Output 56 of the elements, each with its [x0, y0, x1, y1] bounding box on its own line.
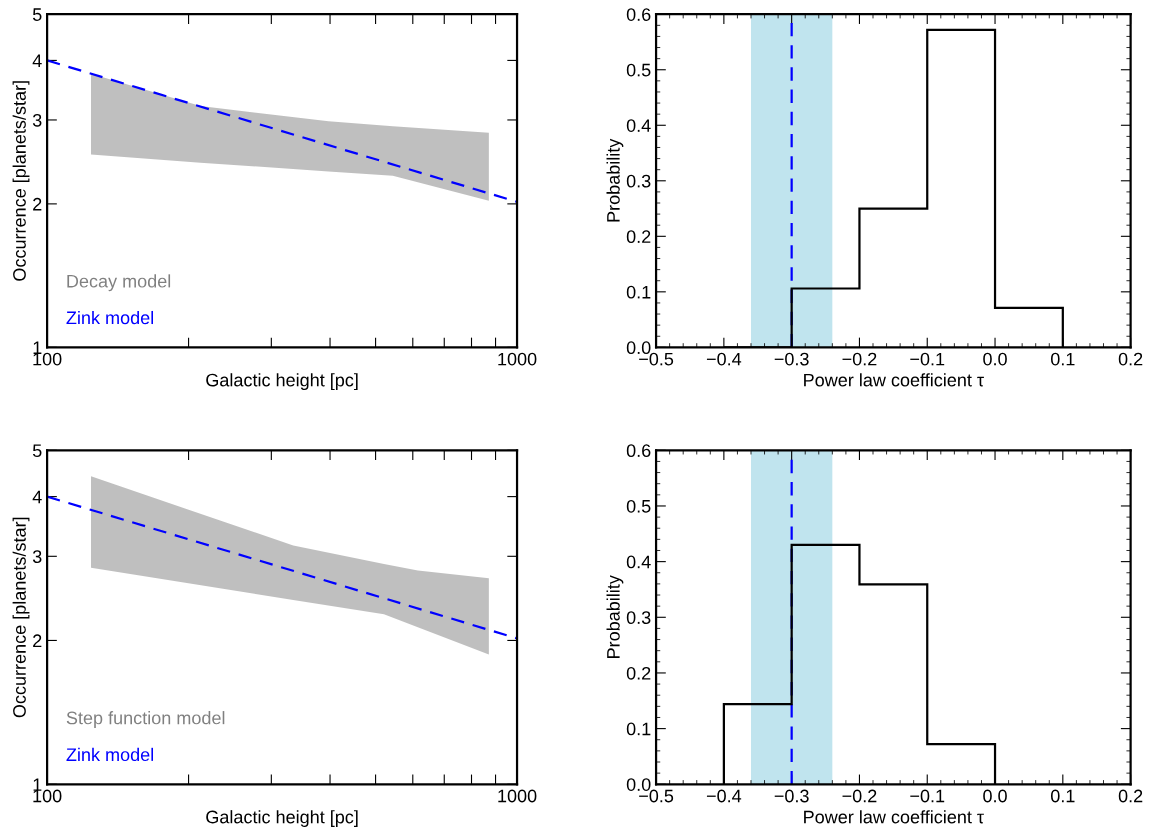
x-tick-label: −0.4 [706, 789, 742, 803]
y-tick-label: 3 [32, 113, 42, 127]
y-tick-label: 1 [33, 341, 42, 354]
text: Zink model [66, 310, 153, 325]
x-tick-label: −0.5 [639, 789, 674, 803]
y-tick-label: 4 [32, 54, 42, 67]
x-tick-label: 0.2 [1118, 352, 1143, 366]
x-tick-label: 0.1 [1050, 789, 1075, 803]
y-tick-label: 0.6 [626, 8, 651, 21]
x-tick-label: −0.5 [639, 352, 674, 366]
y-tick-label: 3 [32, 550, 42, 564]
y-axis-title: Probability [606, 138, 624, 222]
y-tick-label: 4 [32, 490, 42, 504]
y-tick-label: 0.3 [626, 611, 651, 625]
y-tick-label: 0.5 [626, 63, 651, 77]
y-tick-label: 5 [32, 444, 42, 458]
x-tick-label: 100 [33, 352, 62, 366]
x-tick-label: 1000 [498, 352, 537, 366]
y-axis-title: Probability [606, 575, 624, 658]
x-tick-label: −0.3 [774, 789, 809, 803]
y-tick-label: 0.6 [626, 444, 651, 458]
x-axis-title: Galactic height [pc] [206, 373, 358, 391]
y-tick-label: 5 [32, 8, 42, 21]
text: Zink model [66, 747, 153, 762]
x-tick-label: 0.0 [983, 789, 1007, 803]
x-tick-label: 0.1 [1050, 352, 1075, 366]
x-tick-label: 0.0 [983, 352, 1007, 366]
y-tick-label: 0.4 [626, 119, 651, 132]
x-tick-label: 1000 [498, 789, 537, 803]
y-tick-label: 2 [33, 197, 42, 211]
x-tick-label: 0.2 [1118, 789, 1143, 803]
y-tick-label: 0.4 [626, 555, 651, 569]
x-tick-label: −0.3 [774, 352, 809, 366]
y-tick-label: 0.0 [626, 341, 651, 355]
y-tick-label: 0.1 [626, 285, 651, 299]
y-axis-title: Occurrence [planets/star] [12, 517, 30, 718]
y-tick-label: 0.0 [626, 778, 651, 791]
y-axis-title: Occurrence [planets/star] [12, 81, 30, 281]
x-tick-label: 100 [33, 789, 62, 803]
x-axis-title: Power law coefficient τ [804, 810, 984, 824]
y-tick-label: 2 [33, 634, 42, 647]
x-tick-label: −0.2 [842, 789, 877, 803]
y-tick-label: 1 [33, 778, 42, 791]
y-tick-label: 0.1 [626, 722, 651, 736]
x-tick-label: −0.4 [706, 352, 742, 366]
x-tick-label: −0.1 [910, 789, 945, 803]
x-axis-title: Power law coefficient τ [804, 373, 984, 387]
y-tick-label: 0.2 [626, 230, 651, 244]
y-tick-label: 0.5 [626, 499, 651, 513]
legend-label: Decay model [67, 274, 171, 292]
legend-label: Step function model [66, 711, 225, 728]
x-tick-label: −0.2 [842, 352, 877, 366]
x-axis-title: Galactic height [pc] [206, 810, 358, 827]
y-tick-label: 0.2 [626, 666, 651, 680]
y-tick-label: 0.3 [626, 174, 651, 188]
x-tick-label: −0.1 [910, 352, 945, 366]
